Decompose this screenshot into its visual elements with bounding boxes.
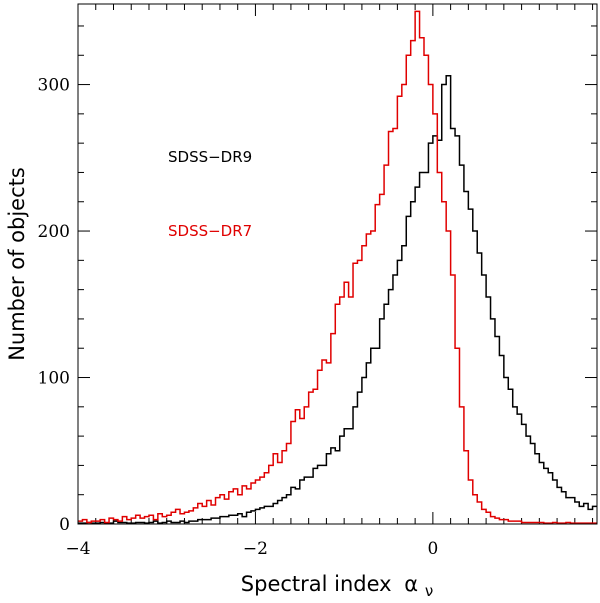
legend-label-dr7: SDSS−DR7 bbox=[168, 222, 252, 240]
y-tick-label: 300 bbox=[38, 76, 70, 96]
series-dr7-step-line bbox=[78, 10, 597, 524]
x-axis-label-subscript: ν bbox=[425, 582, 433, 600]
series-dr9-step-line bbox=[78, 75, 597, 524]
x-tick-label: −2 bbox=[243, 539, 268, 559]
y-axis-label: Number of objects bbox=[5, 167, 29, 361]
x-tick-label: −4 bbox=[65, 539, 90, 559]
y-tick-label: 0 bbox=[59, 515, 70, 535]
x-axis-label-text: Spectral index bbox=[241, 572, 392, 596]
series-layer bbox=[78, 10, 597, 524]
axis-ticks bbox=[77, 4, 597, 525]
legend-label-dr9: SDSS−DR9 bbox=[168, 148, 252, 166]
y-tick-label: 100 bbox=[38, 369, 70, 389]
tick-labels: −4 −2 0 0 100 200 300 bbox=[38, 76, 439, 559]
x-axis-label: Spectral index α ν bbox=[241, 572, 433, 600]
y-tick-label: 200 bbox=[38, 222, 70, 242]
plot-frame bbox=[77, 3, 598, 525]
x-axis-label-alpha: α bbox=[404, 572, 418, 596]
x-tick-label: 0 bbox=[427, 539, 438, 559]
